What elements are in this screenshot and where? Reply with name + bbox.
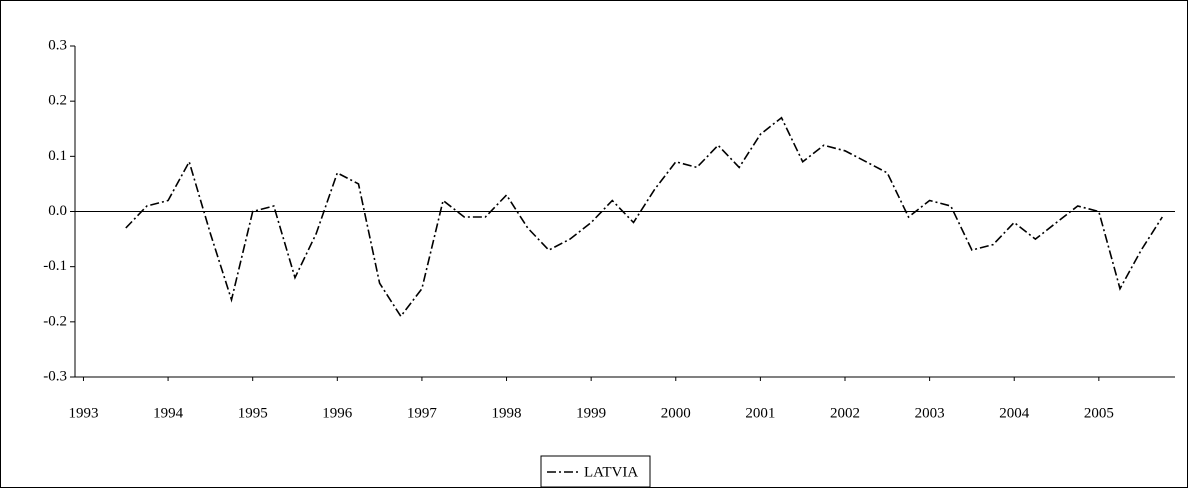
- y-tick-label: 0.2: [48, 93, 67, 109]
- x-tick-label: 2000: [661, 405, 691, 421]
- x-tick-label: 2005: [1084, 405, 1114, 421]
- x-tick-label: 1993: [68, 405, 98, 421]
- x-tick-label: 2002: [830, 405, 860, 421]
- x-tick-label: 2003: [915, 405, 945, 421]
- y-tick-label: -0.1: [43, 258, 67, 274]
- x-tick-label: 1997: [407, 405, 438, 421]
- x-tick-label: 1995: [238, 405, 268, 421]
- legend-label: LATVIA: [584, 464, 638, 480]
- y-tick-label: 0.3: [48, 37, 67, 53]
- x-tick-label: 2001: [745, 405, 775, 421]
- x-tick-label: 1998: [492, 405, 522, 421]
- data-line: [125, 116, 1163, 318]
- y-tick-label: 0.1: [48, 148, 67, 164]
- x-tick-label: 1996: [322, 405, 353, 421]
- y-tick-label: -0.2: [43, 313, 67, 329]
- x-tick-label: 1999: [576, 405, 606, 421]
- x-tick-label: 1994: [153, 405, 184, 421]
- y-tick-label: -0.3: [43, 368, 67, 384]
- x-tick-label: 2004: [999, 405, 1030, 421]
- y-tick-label: 0.0: [48, 203, 67, 219]
